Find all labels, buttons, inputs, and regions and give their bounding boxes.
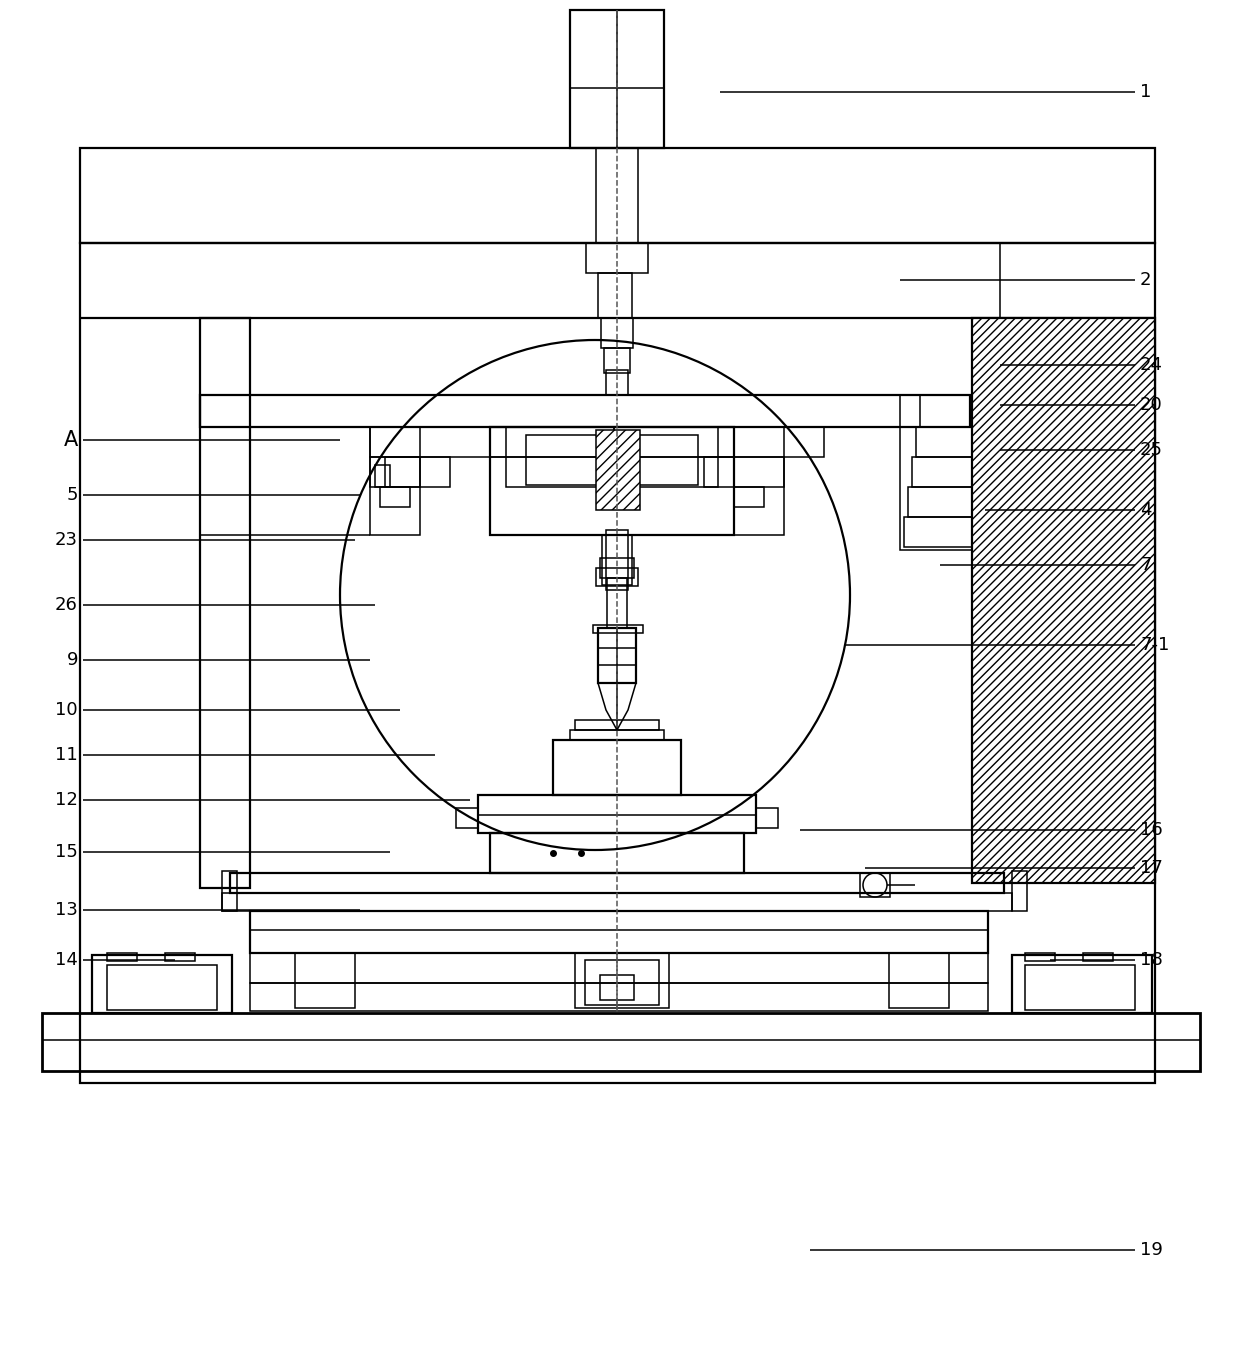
Bar (756, 808, 777, 828)
Bar (222, 894, 1012, 911)
Bar (229, 873, 1004, 894)
Bar (200, 318, 250, 888)
Text: 26: 26 (55, 596, 78, 613)
Bar (601, 318, 632, 348)
Text: 19: 19 (1140, 1240, 1163, 1259)
Bar (81, 243, 1154, 1083)
Bar (598, 628, 636, 683)
Text: 9: 9 (67, 651, 78, 669)
Bar (600, 558, 634, 578)
Bar (570, 730, 663, 740)
Bar (570, 10, 663, 148)
Bar (606, 530, 627, 590)
Bar (1025, 953, 1055, 962)
Bar (596, 148, 639, 243)
Text: 5: 5 (67, 486, 78, 505)
Bar (490, 427, 734, 534)
Bar (1083, 953, 1114, 962)
Bar (477, 796, 756, 832)
Bar (575, 719, 658, 730)
Bar (916, 427, 972, 457)
Bar (1012, 870, 1027, 911)
Bar (1012, 955, 1152, 1013)
Bar (526, 435, 698, 486)
Text: 23: 23 (55, 530, 78, 549)
Bar (908, 487, 972, 517)
Bar (490, 832, 744, 873)
Bar (370, 427, 614, 457)
Text: 20: 20 (1140, 396, 1163, 413)
Bar (165, 953, 195, 962)
Bar (900, 394, 972, 549)
Bar (920, 394, 972, 427)
Bar (598, 273, 632, 318)
Bar (889, 953, 949, 1008)
Bar (587, 243, 649, 273)
Bar (374, 465, 391, 487)
Bar (553, 740, 681, 796)
Text: 7: 7 (1140, 556, 1152, 574)
Bar (456, 808, 477, 828)
Bar (972, 318, 1154, 883)
Bar (107, 966, 217, 1010)
Bar (250, 911, 988, 953)
Bar (81, 148, 1154, 243)
Bar (600, 975, 634, 1000)
Bar (506, 427, 718, 487)
Bar (379, 487, 410, 507)
Bar (606, 370, 627, 394)
Bar (250, 953, 988, 983)
Bar (734, 487, 764, 507)
Bar (200, 394, 970, 427)
Bar (370, 427, 420, 534)
Bar (42, 1013, 1200, 1072)
Bar (601, 534, 632, 585)
Bar (911, 457, 972, 487)
Text: 2: 2 (1140, 271, 1152, 290)
Bar (734, 427, 784, 534)
Text: 7-1: 7-1 (1140, 636, 1169, 654)
Text: 1: 1 (1140, 83, 1152, 101)
Bar (575, 953, 670, 1008)
Bar (585, 960, 658, 1005)
Bar (604, 348, 630, 373)
Text: 17: 17 (1140, 860, 1163, 877)
Text: 18: 18 (1140, 951, 1163, 968)
Text: 25: 25 (1140, 441, 1163, 460)
Text: 15: 15 (55, 843, 78, 861)
Bar (92, 955, 232, 1013)
Bar (593, 626, 644, 632)
Text: 24: 24 (1140, 356, 1163, 374)
Text: 16: 16 (1140, 821, 1163, 839)
Bar (384, 457, 420, 487)
Bar (1025, 966, 1135, 1010)
Bar (222, 870, 237, 911)
Bar (904, 517, 972, 547)
Text: 14: 14 (55, 951, 78, 968)
Text: 11: 11 (56, 747, 78, 764)
Bar (608, 578, 627, 628)
Bar (596, 430, 640, 510)
Bar (370, 457, 450, 487)
Bar (704, 457, 784, 487)
Bar (999, 243, 1154, 318)
Bar (295, 953, 355, 1008)
Bar (861, 873, 890, 898)
Text: A: A (63, 430, 78, 450)
Bar (250, 983, 988, 1010)
Text: 10: 10 (56, 700, 78, 719)
Text: 12: 12 (55, 792, 78, 809)
Text: 4: 4 (1140, 500, 1152, 520)
Bar (614, 427, 825, 457)
Text: 13: 13 (55, 900, 78, 919)
Bar (107, 953, 136, 962)
Bar (596, 568, 639, 586)
